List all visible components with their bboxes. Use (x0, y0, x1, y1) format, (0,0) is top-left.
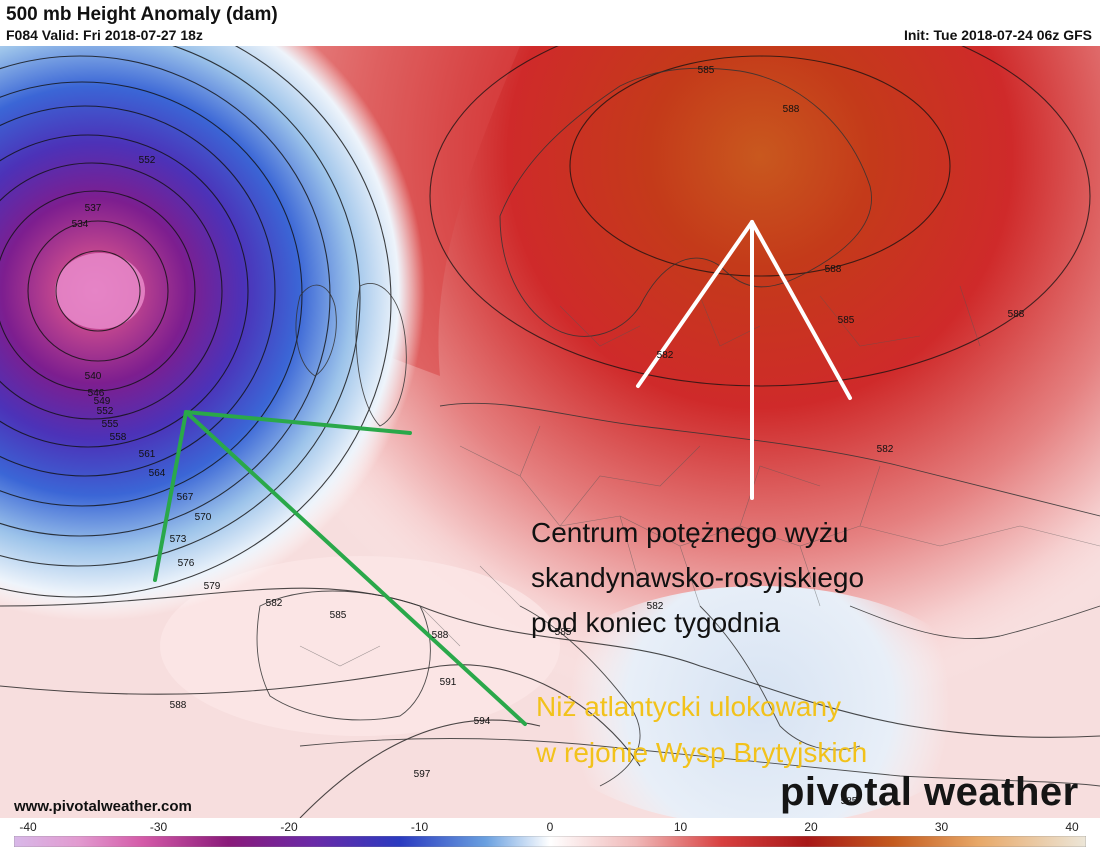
anomaly-map: 5525375345405465495525555585615645675705… (0, 46, 1100, 818)
contour-label: 552 (97, 406, 114, 417)
contour-label: 573 (170, 534, 187, 545)
contour-label: 561 (139, 449, 156, 460)
green-arrow-down-line (184, 410, 527, 726)
low-annotation-line-1: Niż atlantycki ulokowany (536, 691, 842, 722)
green-arrow-right-line (184, 410, 412, 435)
borders (299, 285, 1100, 667)
contour-label: 582 (657, 350, 674, 361)
contour-label: 579 (204, 581, 221, 592)
init-time: Init: Tue 2018-07-24 06z GFS (903, 27, 1092, 43)
header: 500 mb Height Anomaly (dam) F084 Valid: … (0, 0, 1100, 46)
contour-label: 585 (838, 315, 855, 326)
high-center-arrows (636, 220, 852, 500)
contour-label: 585 (841, 796, 858, 807)
colorbar-tick-label: 20 (804, 820, 818, 834)
colorbar-tick-label: 40 (1065, 820, 1079, 834)
contour-labels: 5525375345405465495525555585615645675705… (72, 65, 1025, 807)
contour-label: 594 (474, 716, 491, 727)
low-annotation-line-2: w rejonie Wysp Brytyjskich (536, 737, 868, 768)
contour-label: 567 (177, 492, 194, 503)
colorbar-tick-label: 0 (546, 820, 554, 834)
colorbar-tick-label: 10 (673, 820, 688, 834)
colorbar-tick-label: -40 (19, 820, 37, 834)
low-center-arrows (153, 410, 527, 726)
contour-label: 552 (139, 155, 156, 166)
anomaly-iberia-field (160, 556, 560, 736)
contour-label: 564 (149, 468, 166, 479)
white-arrow-right-line (750, 220, 852, 400)
contour-label: 588 (783, 104, 800, 115)
contour-label: 585 (698, 65, 715, 76)
high-annotation-line-2: skandynawsko-rosyjskiego (531, 562, 865, 593)
contour-label: 540 (85, 371, 102, 382)
brand-logo: pivotal weather (780, 770, 1079, 814)
low-contours (0, 46, 392, 598)
contour-label: 546 (88, 388, 105, 399)
valid-time: F084 Valid: Fri 2018-07-27 18z (6, 27, 203, 43)
high-annotation-line-3: pod koniec tygodnia (531, 607, 781, 638)
high-contours (0, 46, 1100, 818)
contour-label: 591 (440, 677, 457, 688)
contour-label: 537 (85, 203, 102, 214)
high-annotation: Centrum potężnego wyżu skandynawsko-rosy… (531, 510, 951, 645)
coastlines (256, 67, 1100, 787)
contour-label: 588 (170, 700, 187, 711)
colorbar-tick-label: -30 (149, 820, 168, 834)
green-arrow-left-line (153, 410, 188, 582)
contour-label: 549 (94, 396, 111, 407)
anomaly-low-core (55, 253, 145, 329)
colorbar-tick-label: -20 (280, 820, 298, 834)
contour-label: 576 (178, 558, 195, 569)
high-annotation-line-1: Centrum potężnego wyżu (531, 517, 849, 548)
contour-label: 588 (432, 630, 449, 641)
contour-label: 582 (266, 598, 283, 609)
contour-label: 585 (330, 610, 347, 621)
colorbar-tick-label: -10 (410, 820, 429, 834)
contour-label: 582 (877, 444, 894, 455)
white-arrow-left-line (636, 220, 754, 388)
colorbar (14, 836, 1086, 847)
contour-label: 588 (825, 264, 842, 275)
anomaly-atlantic-low-field (0, 46, 455, 621)
contour-label: 555 (102, 419, 119, 430)
contour-label: 570 (195, 512, 212, 523)
colorbar-tick-label: 30 (934, 820, 949, 834)
map-title: 500 mb Height Anomaly (dam) (6, 4, 278, 25)
low-annotation: Niż atlantycki ulokowany w rejonie Wysp … (536, 684, 956, 776)
contour-label: 585 (555, 627, 572, 638)
contour-label: 597 (414, 769, 431, 780)
contour-label: 534 (72, 219, 89, 230)
site-url: www.pivotalweather.com (14, 798, 192, 815)
anomaly-mediterranean-field (530, 586, 990, 818)
contour-label: 558 (110, 432, 127, 443)
contour-label: 582 (647, 601, 664, 612)
contour-label: 588 (1008, 309, 1025, 320)
